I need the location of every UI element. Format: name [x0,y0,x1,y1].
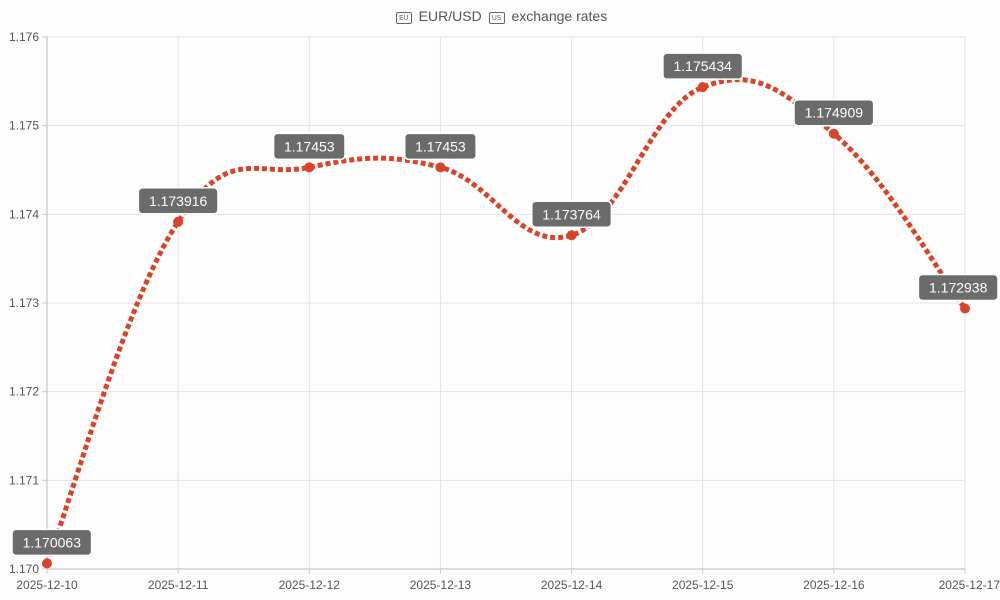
y-tick-label: 1.171 [9,473,39,487]
data-label-box [137,187,219,215]
x-tick-label: 2025-12-16 [803,578,865,592]
eu-flag-icon: EU [395,12,412,24]
x-tick-label: 2025-12-12 [279,578,341,592]
series-group [44,77,968,565]
data-label-text: 1.173764 [542,206,601,222]
series-line [44,77,968,565]
y-tick-label: 1.176 [9,30,39,44]
data-point [566,230,577,241]
data-label-text: 1.174909 [805,105,864,121]
x-tick-label: 2025-12-14 [541,578,603,592]
title-suffix: exchange rates [511,8,608,24]
data-label: 1.174909 [793,98,875,127]
data-label-text: 1.173916 [149,193,208,209]
data-point [42,558,52,569]
x-tick-label: 2025-12-11 [148,578,209,592]
data-label-text: 1.172938 [929,279,988,295]
data-label-box [662,52,744,80]
data-label: 1.17453 [272,132,346,161]
data-label: 1.175434 [662,52,744,80]
data-point [173,216,184,227]
y-tick-label: 1.175 [9,119,39,133]
us-flag-icon: US [488,12,505,24]
data-point [304,162,315,173]
data-label-box [403,132,477,161]
data-label-text: 1.170063 [23,534,82,550]
data-label-box [11,528,93,557]
data-label-text: 1.17453 [415,138,466,154]
y-tick-label: 1.174 [9,207,39,221]
data-label-text: 1.17453 [284,138,335,154]
data-label-text: 1.175434 [674,58,733,74]
data-label-box [531,200,613,229]
data-label: 1.173916 [137,187,219,215]
x-tick-label: 2025-12-17 [939,578,1000,592]
data-label-box [917,273,999,302]
x-tick-label: 2025-12-10 [16,578,78,592]
data-point [960,303,970,314]
x-tick-label: 2025-12-13 [410,578,472,592]
tick-labels: 1.170 1.171 1.172 1.173 1.174 1.175 1.176 2025-… [9,30,1000,592]
data-label: 1.170063 [11,528,93,557]
data-point [697,82,708,93]
data-label: 1.173764 [531,200,613,229]
data-label: 1.172938 [917,273,999,302]
data-point [435,162,446,173]
data-labels-group: 1.170063 1.173916 1.17453 1.17453 1.173764 1.… [11,52,999,557]
y-tick-label: 1.170 [9,562,39,576]
data-label-box [793,98,875,127]
y-tick-label: 1.173 [9,296,39,310]
data-point [828,128,839,139]
chart-title: EU EUR/USD US exchange rates [0,8,1000,24]
data-label-box [272,132,346,161]
points-group [42,82,970,569]
data-label: 1.17453 [403,132,477,161]
title-pair: EUR/USD [418,8,482,24]
axes [42,36,966,574]
x-tick-label: 2025-12-15 [672,578,734,592]
y-tick-label: 1.172 [9,385,39,399]
